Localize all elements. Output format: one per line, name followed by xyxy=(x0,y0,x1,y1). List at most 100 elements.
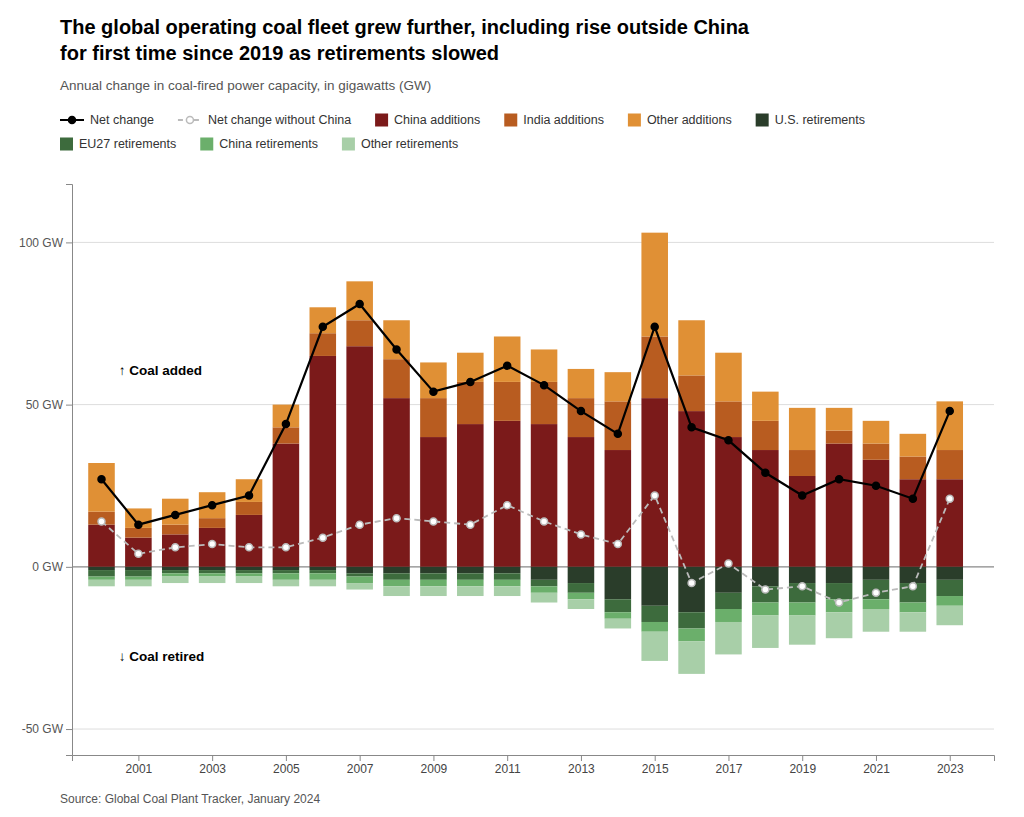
bar xyxy=(678,375,705,411)
bar xyxy=(420,437,447,567)
marker xyxy=(98,476,105,483)
line-markers xyxy=(98,301,953,529)
x-tick-label: 2007 xyxy=(347,762,374,776)
legend: Net changeNet change without ChinaChina … xyxy=(60,113,865,151)
y-tick: 100 GW xyxy=(19,236,72,250)
bar xyxy=(568,567,595,583)
bar-series xyxy=(88,233,963,528)
x-axis: 2001200320052007200920112013201520172019… xyxy=(73,755,995,776)
bar xyxy=(826,567,853,583)
bar xyxy=(199,518,226,528)
bar xyxy=(752,421,779,450)
bar xyxy=(88,525,115,567)
bar xyxy=(125,580,152,586)
annotation: ↓ Coal retired xyxy=(119,649,205,664)
bar xyxy=(752,603,779,616)
bar xyxy=(420,398,447,437)
bar xyxy=(789,615,816,644)
title: The global operating coal fleet grew fur… xyxy=(60,16,755,64)
bar xyxy=(752,586,779,602)
title-line: for first time since 2019 as retirements… xyxy=(60,42,499,64)
bar xyxy=(789,567,816,583)
marker xyxy=(467,521,474,528)
bar xyxy=(199,570,226,573)
bar xyxy=(826,599,853,612)
x-tick-label: 2019 xyxy=(789,762,816,776)
bar xyxy=(752,615,779,647)
bar xyxy=(678,641,705,673)
bar xyxy=(789,408,816,450)
x-tick: 2001 xyxy=(126,755,153,776)
line-markers xyxy=(98,492,953,606)
subtitle: Annual change in coal-fired power capaci… xyxy=(60,78,431,93)
bar xyxy=(88,580,115,586)
bar xyxy=(383,567,410,573)
bar xyxy=(715,593,742,609)
bar xyxy=(752,450,779,567)
bar xyxy=(752,392,779,421)
marker xyxy=(872,589,879,596)
bar-series xyxy=(88,573,963,641)
x-tick: 2007 xyxy=(347,755,374,776)
bar xyxy=(605,599,632,612)
legend-item: Other retirements xyxy=(342,137,458,151)
bar xyxy=(457,567,484,573)
bar xyxy=(273,570,300,573)
bar xyxy=(863,599,890,609)
bar xyxy=(420,580,447,586)
bar xyxy=(88,577,115,580)
bar xyxy=(641,632,668,661)
bar xyxy=(346,567,373,573)
bar-series xyxy=(88,567,963,612)
marker xyxy=(651,492,658,499)
bar xyxy=(162,570,189,573)
legend-swatch xyxy=(375,114,388,127)
x-tick-mark xyxy=(212,755,213,761)
bar xyxy=(383,359,410,398)
marker xyxy=(209,541,216,548)
legend-swatch xyxy=(628,114,641,127)
bar xyxy=(383,573,410,579)
x-tick-mark xyxy=(507,755,508,761)
y-tick-mark xyxy=(66,242,72,243)
marker xyxy=(467,378,474,385)
x-tick-label: 2013 xyxy=(568,762,595,776)
y-axis-line xyxy=(66,185,73,756)
bar xyxy=(420,567,447,573)
x-tick-mark xyxy=(876,755,877,761)
marker xyxy=(282,421,289,428)
legend-swatch xyxy=(60,138,73,151)
x-tick: 2009 xyxy=(421,755,448,776)
bar xyxy=(789,603,816,616)
legend-label: China additions xyxy=(394,113,480,127)
legend-marker xyxy=(186,117,193,124)
legend-item: China retirements xyxy=(200,137,318,151)
bar xyxy=(863,421,890,444)
x-tick-label: 2009 xyxy=(421,762,448,776)
bar xyxy=(789,583,816,602)
bar xyxy=(826,583,853,599)
bar xyxy=(568,583,595,593)
bar xyxy=(900,479,927,567)
marker xyxy=(393,346,400,353)
bar xyxy=(605,619,632,629)
bar xyxy=(605,372,632,401)
y-tick: -50 GW xyxy=(22,722,72,736)
bar xyxy=(900,612,927,631)
marker xyxy=(246,544,253,551)
bar xyxy=(531,567,558,580)
bar xyxy=(383,586,410,596)
bar xyxy=(346,573,373,576)
bar xyxy=(420,573,447,579)
marker xyxy=(762,586,769,593)
chart: The global operating coal fleet grew fur… xyxy=(0,0,1024,817)
marker xyxy=(541,382,548,389)
bar xyxy=(199,573,226,576)
bar xyxy=(457,573,484,579)
x-tick: 2005 xyxy=(273,755,300,776)
x-tick: 2019 xyxy=(789,755,816,776)
x-tick-mark xyxy=(286,755,287,761)
bar xyxy=(383,580,410,586)
bar xyxy=(936,580,963,596)
marker xyxy=(836,599,843,606)
